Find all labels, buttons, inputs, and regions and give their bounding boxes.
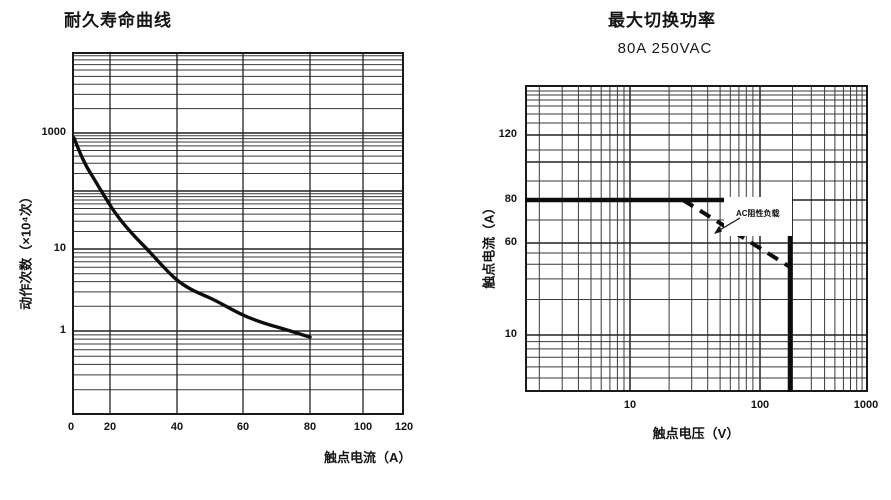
switching-plot-canvas — [525, 85, 868, 392]
y-tick: 80 — [504, 193, 517, 205]
y-tick: 1 — [59, 324, 66, 336]
y-tick: 1000 — [41, 126, 66, 138]
y-tick: 120 — [498, 128, 517, 140]
grid-minor-vertical — [538, 85, 863, 392]
x-tick: 1000 — [853, 399, 879, 411]
grid-minor-horizontal — [525, 90, 868, 379]
grid-minor-horizontal — [72, 55, 404, 391]
plot-border — [525, 85, 868, 392]
x-tick: 100 — [353, 421, 373, 433]
x-tick: 0 — [67, 421, 75, 433]
x-tick: 40 — [170, 421, 184, 433]
y-tick: 60 — [504, 236, 517, 248]
grid-vertical — [109, 52, 364, 415]
y-tick: 10 — [53, 242, 66, 254]
x-tick: 100 — [750, 399, 770, 411]
x-tick: 60 — [236, 421, 250, 433]
switching-chart-subtitle: 80A 250VAC — [617, 40, 713, 57]
endurance-x-axis-label: 触点电流（A） — [324, 450, 412, 465]
switching-x-axis-label: 触点电压（V） — [652, 426, 740, 441]
annotation-background-box — [724, 197, 792, 236]
life-curve-line — [72, 136, 312, 339]
x-tick: 120 — [394, 421, 414, 433]
annotation-leader-line — [717, 217, 741, 232]
x-tick: 10 — [623, 399, 637, 411]
grid-major-horizontal — [525, 134, 868, 336]
y-tick: 10 — [504, 328, 517, 340]
grid-major-vertical — [629, 85, 761, 392]
grid-major-horizontal — [72, 132, 404, 332]
annotation-leader-arrowhead — [714, 226, 722, 234]
x-tick: 80 — [303, 421, 317, 433]
x-tick: 20 — [103, 421, 117, 433]
resistive-load-annotation: AC阻性负载 — [736, 209, 780, 218]
endurance-plot-canvas — [72, 52, 404, 415]
switching-chart-title: 最大切换功率 — [608, 11, 716, 30]
endurance-chart-title: 耐久寿命曲线 — [64, 11, 172, 30]
plot-border — [72, 52, 404, 415]
